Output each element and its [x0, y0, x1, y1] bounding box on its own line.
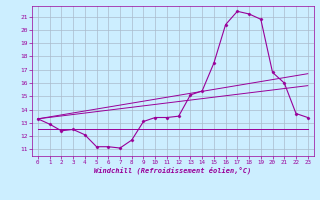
X-axis label: Windchill (Refroidissement éolien,°C): Windchill (Refroidissement éolien,°C)	[94, 167, 252, 174]
